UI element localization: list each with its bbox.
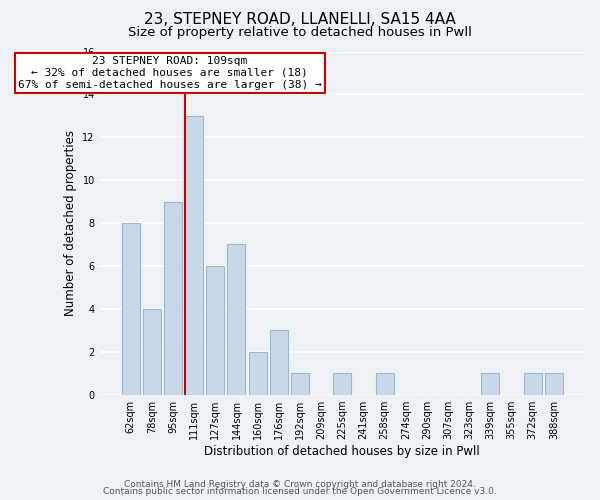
Bar <box>227 244 245 394</box>
Text: Size of property relative to detached houses in Pwll: Size of property relative to detached ho… <box>128 26 472 39</box>
Bar <box>481 373 499 394</box>
Bar <box>291 373 309 394</box>
X-axis label: Distribution of detached houses by size in Pwll: Distribution of detached houses by size … <box>205 444 480 458</box>
Bar <box>270 330 288 394</box>
Text: 23, STEPNEY ROAD, LLANELLI, SA15 4AA: 23, STEPNEY ROAD, LLANELLI, SA15 4AA <box>144 12 456 28</box>
Bar <box>164 202 182 394</box>
Bar <box>248 352 266 395</box>
Bar <box>524 373 542 394</box>
Text: 23 STEPNEY ROAD: 109sqm
← 32% of detached houses are smaller (18)
67% of semi-de: 23 STEPNEY ROAD: 109sqm ← 32% of detache… <box>18 56 322 90</box>
Bar <box>206 266 224 394</box>
Bar <box>185 116 203 394</box>
Text: Contains HM Land Registry data © Crown copyright and database right 2024.: Contains HM Land Registry data © Crown c… <box>124 480 476 489</box>
Text: Contains public sector information licensed under the Open Government Licence v3: Contains public sector information licen… <box>103 487 497 496</box>
Y-axis label: Number of detached properties: Number of detached properties <box>64 130 77 316</box>
Bar <box>376 373 394 394</box>
Bar <box>334 373 352 394</box>
Bar <box>545 373 563 394</box>
Bar <box>143 309 161 394</box>
Bar <box>122 223 140 394</box>
